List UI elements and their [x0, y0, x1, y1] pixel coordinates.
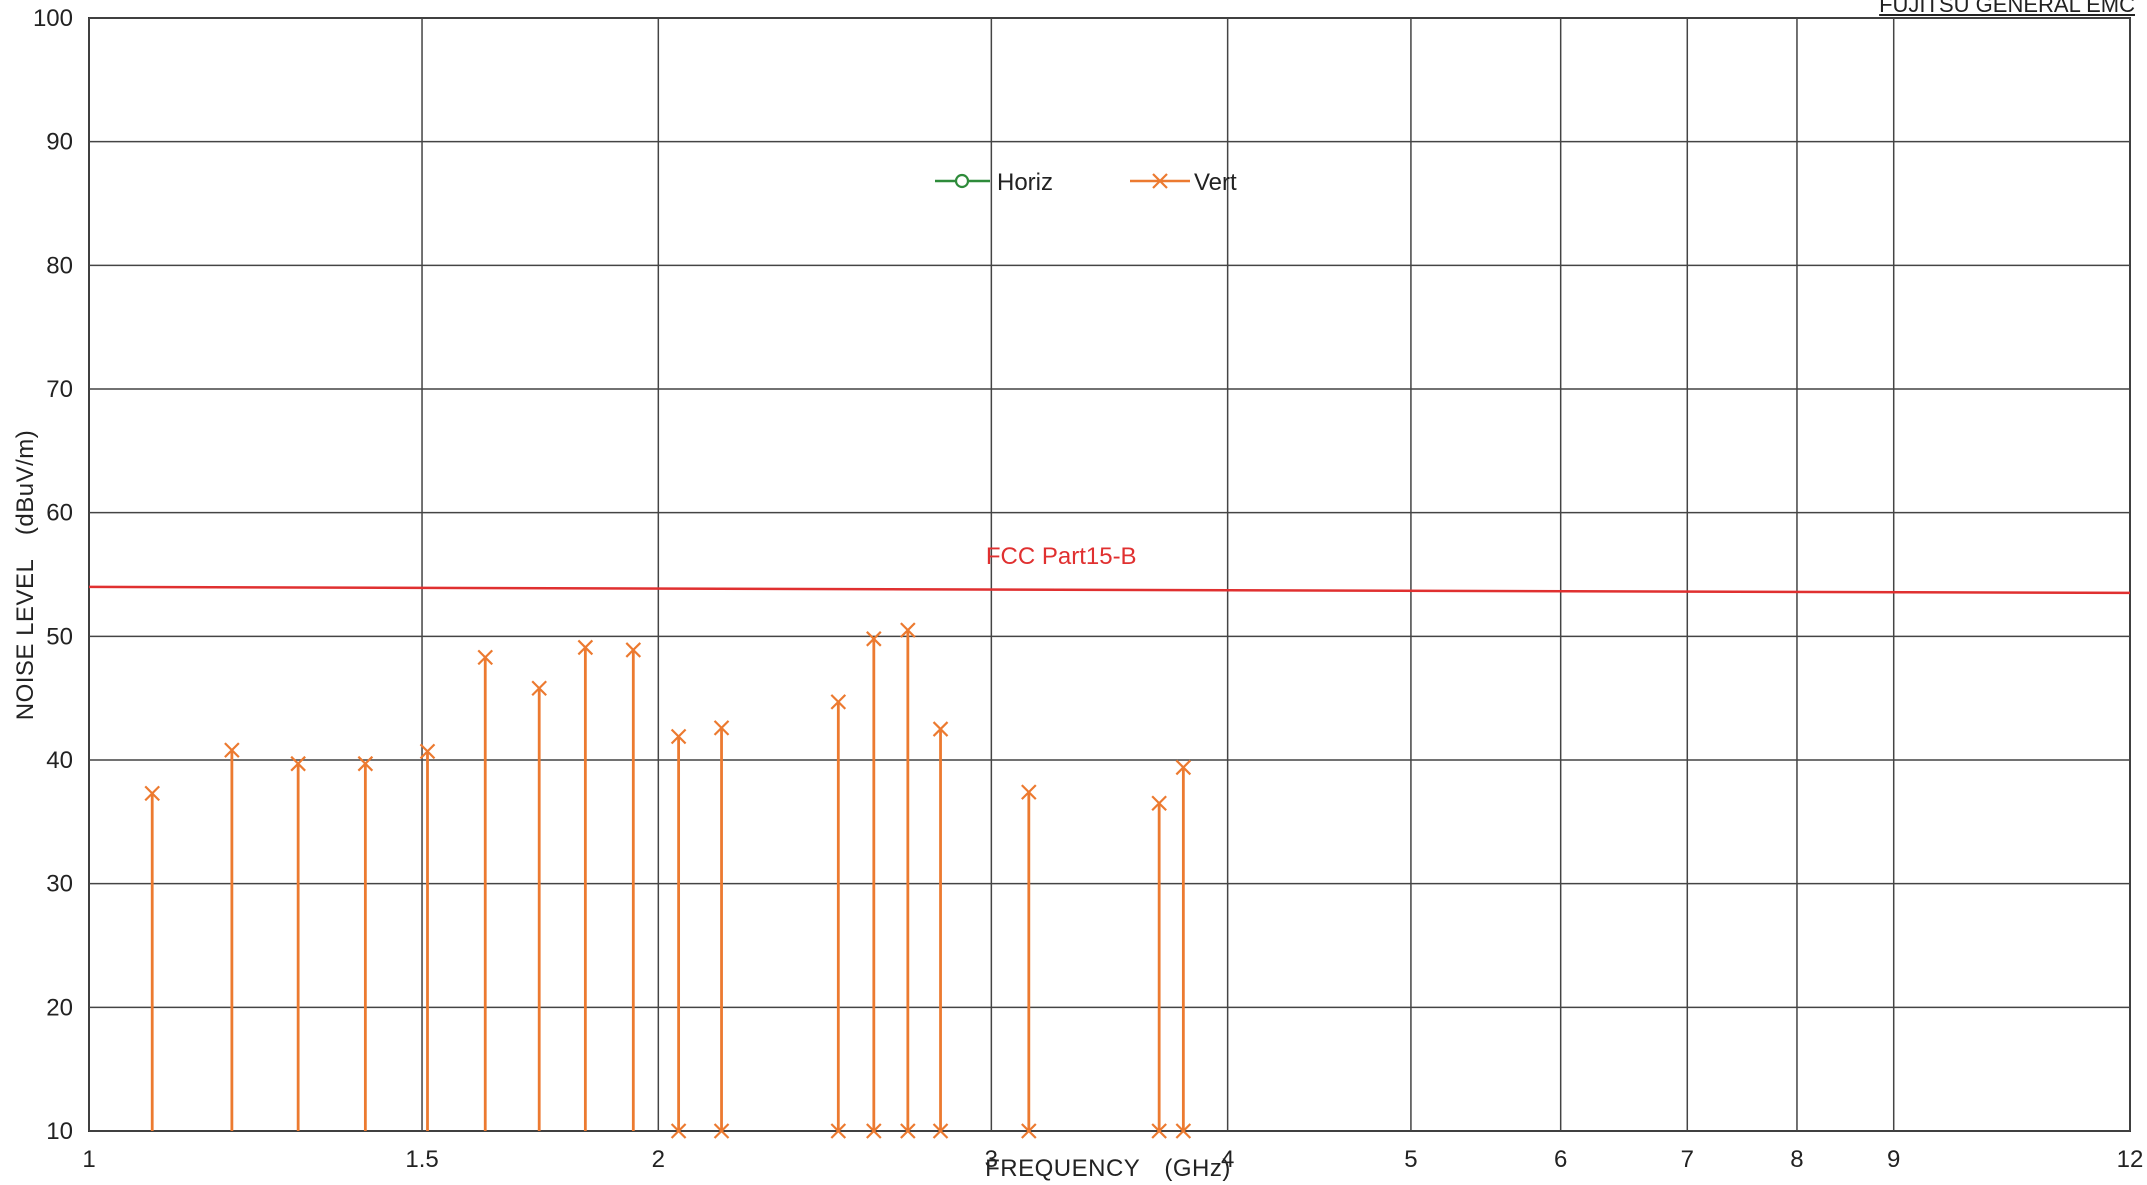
- x-marker-stroke: [830, 694, 847, 710]
- y-tick-label: 50: [46, 623, 73, 650]
- x-tick-label: 8: [1790, 1146, 1803, 1173]
- x-tick-label: 7: [1681, 1146, 1694, 1173]
- x-marker-stroke: [900, 622, 916, 638]
- x-tick-label: 2: [652, 1146, 665, 1173]
- y-tick-label: 100: [33, 5, 73, 32]
- vert-point: [1021, 784, 1037, 800]
- plot-frame: [88, 17, 2131, 1132]
- vert-baseline-marker: [1021, 1123, 1037, 1139]
- vert-baseline-marker: [1151, 1123, 1167, 1139]
- vert-point: [224, 742, 240, 758]
- vert-baseline-marker: [900, 1123, 916, 1139]
- x-marker-stroke: [224, 742, 240, 758]
- vert-baseline-marker: [670, 1123, 687, 1139]
- x-marker-stroke: [357, 755, 374, 772]
- x-tick-label: 12: [2117, 1146, 2144, 1173]
- x-marker-stroke: [1021, 1123, 1037, 1139]
- x-marker-stroke: [900, 1123, 916, 1139]
- x-tick-label: 1.5: [405, 1146, 438, 1173]
- x-tick-label: 4: [1221, 1146, 1234, 1173]
- x-marker-stroke: [144, 785, 160, 802]
- y-axis-label: NOISE LEVEL (dBuV/m): [12, 430, 39, 721]
- x-marker-stroke: [1175, 759, 1192, 776]
- vert-point: [1151, 795, 1167, 812]
- x-marker-stroke: [1021, 784, 1037, 800]
- legend-horiz-marker: [954, 173, 970, 189]
- vert-point: [830, 694, 847, 710]
- chart-legend: Horiz Vert: [935, 169, 1237, 196]
- x-marker-stroke: [1175, 1123, 1192, 1139]
- y-tick-label: 30: [46, 871, 73, 898]
- x-marker-stroke: [932, 721, 949, 737]
- vert-baseline-marker: [932, 1123, 949, 1139]
- y-tick-label: 60: [46, 500, 73, 527]
- x-marker-stroke: [625, 642, 642, 658]
- x-axis-label: FREQUENCY (GHz): [985, 1155, 1231, 1182]
- vert-point: [670, 728, 687, 745]
- vert-point: [290, 755, 306, 772]
- x-marker-stroke: [477, 649, 494, 666]
- x-tick-label: 6: [1554, 1146, 1567, 1173]
- x-marker-stroke: [830, 1123, 847, 1139]
- vert-baseline-marker: [866, 1123, 882, 1139]
- legend-vert-label: Vert: [1194, 169, 1237, 196]
- vert-point: [357, 755, 374, 772]
- vert-point: [144, 785, 160, 802]
- vert-point: [419, 743, 436, 760]
- plot-grid: [88, 17, 2131, 1132]
- x-marker-stroke: [419, 743, 436, 760]
- vert-baseline-marker: [713, 1123, 730, 1139]
- x-marker-stroke: [531, 680, 547, 697]
- x-marker-stroke: [1151, 795, 1167, 812]
- vert-point: [900, 622, 916, 638]
- x-tick-label: 3: [985, 1146, 998, 1173]
- x-marker-stroke: [290, 755, 306, 772]
- x-marker-stroke: [577, 639, 594, 656]
- y-tick-label: 90: [46, 129, 73, 156]
- vert-point: [577, 639, 594, 656]
- legend-horiz-label: Horiz: [997, 169, 1053, 196]
- y-tick-label: 70: [46, 376, 73, 403]
- vert-point: [531, 680, 547, 697]
- y-tick-label: 80: [46, 252, 73, 279]
- y-tick-label: 40: [46, 747, 73, 774]
- lab-name: FUJITSU GENERAL EMC: [1879, 0, 2135, 17]
- x-tick-label: 5: [1404, 1146, 1417, 1173]
- x-marker-stroke: [713, 720, 730, 736]
- vert-baseline-marker: [830, 1123, 847, 1139]
- vert-point: [625, 642, 642, 658]
- y-tick-label: 10: [46, 1118, 73, 1145]
- x-marker-stroke: [713, 1123, 730, 1139]
- x-marker-stroke: [866, 1123, 882, 1139]
- vert-point: [477, 649, 494, 666]
- limit-line: [88, 585, 2131, 595]
- vert-point: [866, 631, 882, 647]
- vert-point: [932, 721, 949, 737]
- vert-baseline-marker: [1175, 1123, 1192, 1139]
- x-tick-label: 1: [82, 1146, 95, 1173]
- vert-series: [144, 622, 1192, 1139]
- vert-point: [713, 720, 730, 736]
- vert-point: [1175, 759, 1192, 776]
- x-marker-stroke: [670, 1123, 687, 1139]
- limit-label: FCC Part15-B: [986, 543, 1137, 570]
- x-marker-stroke: [670, 728, 687, 745]
- axis-ticks: 10 20 30 40 50 60 70 80 90 100 1 1.5 2 3 4 5 6 7 8 9 12: [33, 5, 2143, 1173]
- x-marker-stroke: [932, 1123, 949, 1139]
- fcc-limit-line: FCC Part15-B: [88, 543, 2131, 595]
- legend-vert-marker: [1152, 173, 1168, 189]
- x-marker-stroke: [1151, 1123, 1167, 1139]
- y-tick-label: 20: [46, 994, 73, 1021]
- x-tick-label: 9: [1887, 1146, 1900, 1173]
- x-marker-stroke: [866, 631, 882, 647]
